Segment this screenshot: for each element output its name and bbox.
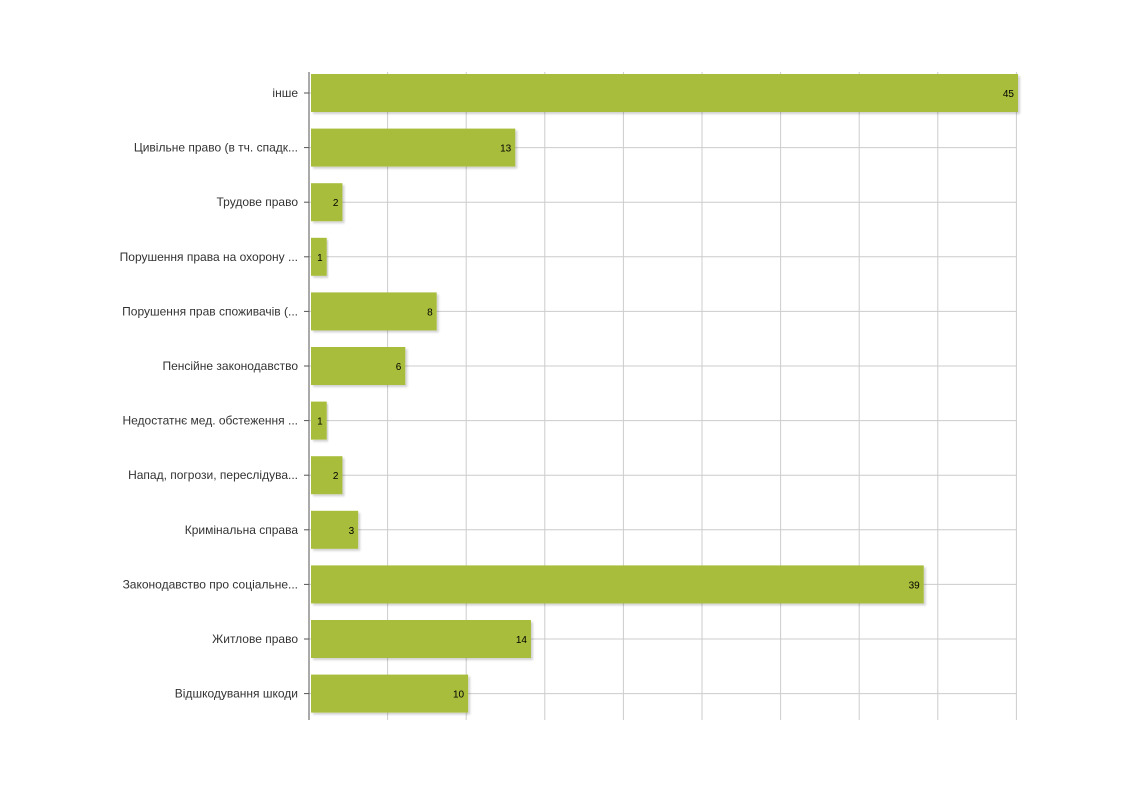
bar xyxy=(311,74,1018,112)
category-label: Пенсійне законодавство xyxy=(162,359,298,373)
data-label: 1 xyxy=(317,253,323,264)
bar xyxy=(311,510,359,549)
category-label: Цивільне право (в тч. спадк... xyxy=(134,141,298,155)
bar xyxy=(311,565,924,604)
axes xyxy=(304,72,310,720)
category-label: Недостатнє мед. обстеження ... xyxy=(122,414,298,428)
category-label: Порушення права на охорону ... xyxy=(120,250,298,264)
bar xyxy=(311,347,406,385)
category-label: Порушення прав споживачів (... xyxy=(122,304,298,318)
category-labels: інше Цивільне право (в тч. спадк... Трудов… xyxy=(120,86,299,701)
data-label: 45 xyxy=(1003,89,1015,100)
data-label: 10 xyxy=(453,690,465,701)
data-label: 14 xyxy=(516,635,528,646)
data-label: 1 xyxy=(317,417,323,428)
category-label: Законодавство про соціальне... xyxy=(123,577,298,591)
data-label: 13 xyxy=(500,144,512,155)
data-label: 8 xyxy=(427,307,433,318)
category-label: Напад, погрози, переслідува... xyxy=(128,468,298,482)
data-label: 6 xyxy=(396,362,402,373)
data-label: 2 xyxy=(333,471,339,482)
data-label: 39 xyxy=(909,580,921,591)
value-labels: 45 13 2 1 8 6 1 2 3 39 14 10 xyxy=(317,89,1014,701)
category-label: інше xyxy=(272,86,298,100)
bar xyxy=(311,456,343,495)
bar xyxy=(311,620,531,658)
category-label: Кримінальна справа xyxy=(185,523,299,537)
category-label: Трудове право xyxy=(217,195,299,209)
bar xyxy=(311,237,327,276)
data-label: 3 xyxy=(349,526,355,537)
category-label: Житлове право xyxy=(212,632,298,646)
bar xyxy=(311,401,327,440)
bar xyxy=(311,674,469,713)
bars xyxy=(311,74,1018,713)
category-label: Відшкодування шкоди xyxy=(175,687,298,701)
bar xyxy=(311,128,516,167)
bar xyxy=(311,292,437,331)
bar xyxy=(311,183,343,222)
data-label: 2 xyxy=(333,198,339,209)
